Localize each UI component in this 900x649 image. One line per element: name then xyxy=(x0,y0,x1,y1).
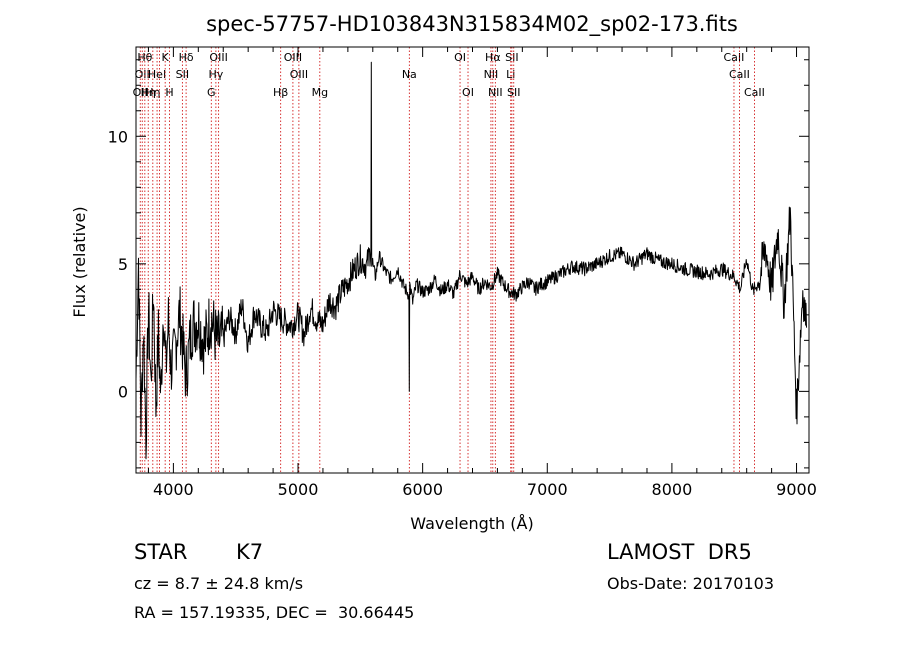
line-label: Hδ xyxy=(179,51,194,64)
line-label: SII xyxy=(507,86,520,99)
line-label: OIII xyxy=(209,51,227,64)
line-label: Hη xyxy=(141,86,156,99)
line-label: Hθ xyxy=(137,51,152,64)
x-tick-label: 9000 xyxy=(776,480,817,499)
x-tick-label: 6000 xyxy=(402,480,443,499)
line-label: NII xyxy=(484,68,499,81)
spectrum-series xyxy=(135,61,807,460)
line-label: Na xyxy=(402,68,417,81)
line-label: CaII xyxy=(724,51,745,64)
line-label: NII xyxy=(488,86,503,99)
line-label: K xyxy=(162,51,170,64)
line-label: OII xyxy=(135,68,150,81)
line-label: H xyxy=(165,86,173,99)
line-label: CaII xyxy=(744,86,765,99)
line-label: Hβ xyxy=(273,86,288,99)
x-tick-label: 7000 xyxy=(527,480,568,499)
emission-line-markers: OIIOIIHθHηHηHeIKHSIIHδGHγOIIIHβOIIIOIIIM… xyxy=(133,47,765,473)
object-subclass: K7 xyxy=(236,540,264,564)
line-label: OI xyxy=(462,86,474,99)
y-axis-label: Flux (relative) xyxy=(70,206,89,317)
y-tick-label: 5 xyxy=(118,255,128,274)
coordinates: RA = 157.19335, DEC = 30.66445 xyxy=(134,603,415,622)
line-label: HeI xyxy=(148,68,166,81)
x-tick-label: 8000 xyxy=(652,480,693,499)
redshift-cz: cz = 8.7 ± 24.8 km/s xyxy=(134,574,304,593)
chart-title: spec-57757-HD103843N315834M02_sp02-173.f… xyxy=(206,12,738,37)
x-axis-label: Wavelength (Å) xyxy=(410,514,533,533)
line-label: G xyxy=(207,86,216,99)
line-label: SII xyxy=(176,68,189,81)
spectrum-chart: spec-57757-HD103843N315834M02_sp02-173.f… xyxy=(70,12,817,533)
line-label: Hγ xyxy=(208,68,223,81)
y-tick-label: 10 xyxy=(108,127,128,146)
line-label: Li xyxy=(506,68,515,81)
plot-frame xyxy=(135,46,810,474)
x-tick-label: 5000 xyxy=(278,480,319,499)
line-label: Hα xyxy=(485,51,501,64)
line-label: OIII xyxy=(284,51,302,64)
x-tick-label: 4000 xyxy=(153,480,194,499)
y-tick-label: 0 xyxy=(118,382,128,401)
line-label: OI xyxy=(454,51,466,64)
survey-name: LAMOST DR5 xyxy=(607,540,752,564)
spectrum-line xyxy=(135,61,807,460)
line-label: CaII xyxy=(729,68,750,81)
line-label: SII xyxy=(505,51,518,64)
line-label: OIII xyxy=(290,68,308,81)
line-label: Hη xyxy=(145,86,160,99)
axes: 4000 5000 6000 7000 8000 9000 0 5 10 xyxy=(108,47,817,499)
line-label: Mg xyxy=(312,86,328,99)
observation-date: Obs-Date: 20170103 xyxy=(607,574,775,593)
object-class: STAR xyxy=(134,540,188,564)
